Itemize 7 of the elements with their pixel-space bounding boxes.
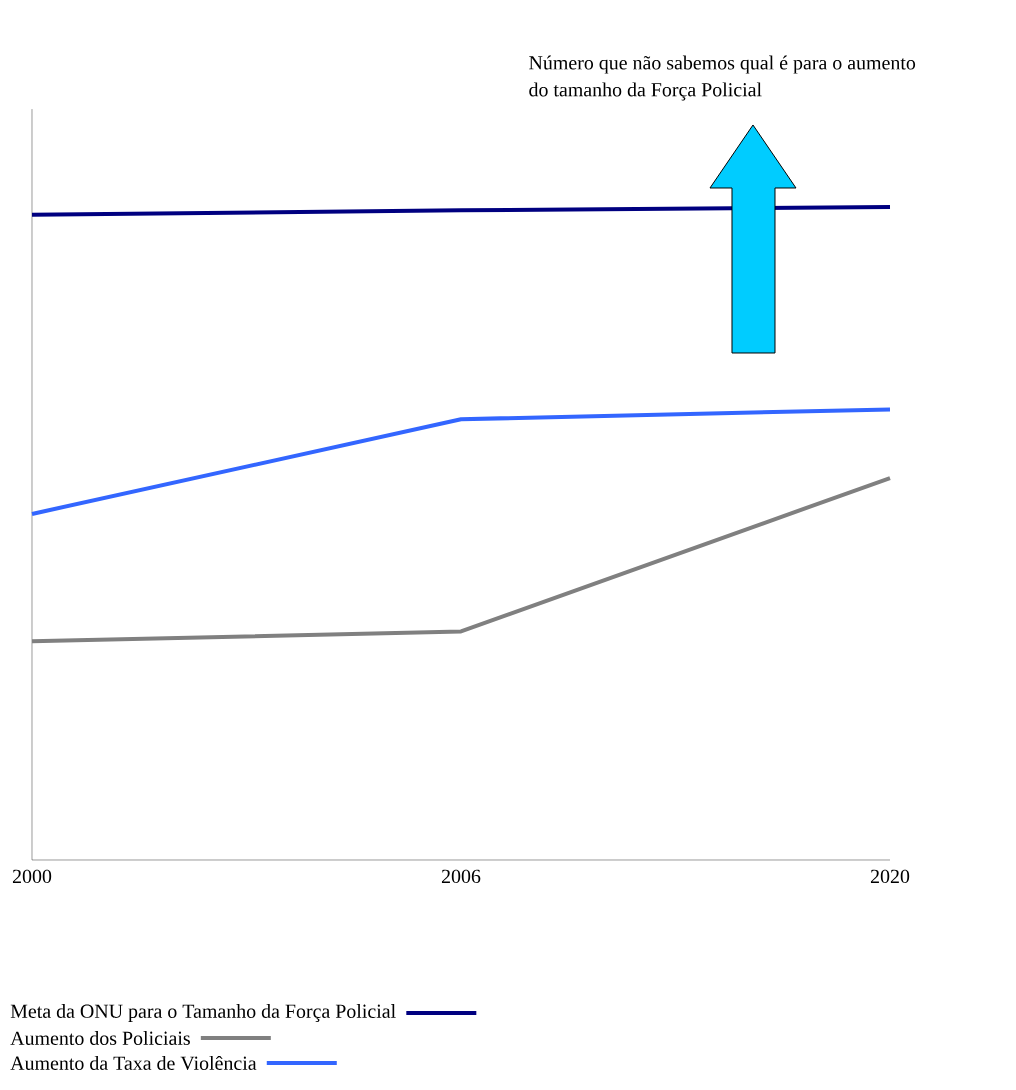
text: Número que não sabemos qual é para o aumento do tamanho da Força Policial bbox=[529, 55, 916, 101]
x-tick-label: 2020 bbox=[870, 869, 910, 884]
x-tick-label: 2006 bbox=[441, 869, 481, 884]
x-tick-label: 2000 bbox=[12, 869, 52, 884]
legend-label: Aumento dos Policiais bbox=[10, 1030, 190, 1045]
legend-label: Aumento da Taxa de Violência bbox=[10, 1055, 257, 1071]
legend-label: Meta da ONU para o Tamanho da Força Policial bbox=[10, 1003, 396, 1023]
